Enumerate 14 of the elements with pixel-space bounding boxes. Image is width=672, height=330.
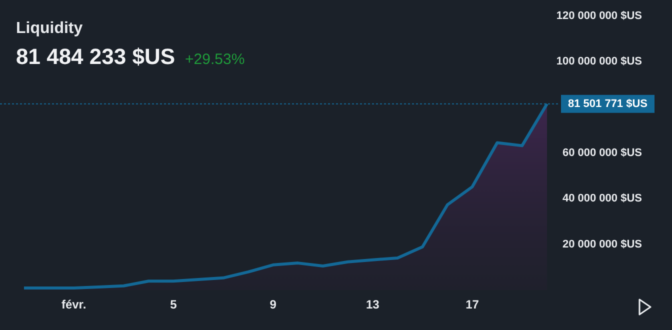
y-tick-label: 40 000 000 $US — [562, 192, 642, 205]
y-tick-label: 60 000 000 $US — [562, 147, 642, 160]
chart-title: Liquidity — [16, 20, 83, 38]
text: 81 484 233 $US — [16, 44, 176, 69]
y-tick-label: 100 000 000 $US — [556, 56, 642, 68]
x-tick-label: févr. — [61, 298, 86, 312]
x-tick-label: 13 — [366, 298, 380, 312]
ref-line-label: 81 501 771 $US — [568, 98, 648, 110]
x-tick-label: 5 — [170, 298, 178, 312]
x-tick-label: 17 — [466, 298, 480, 312]
x-tick-label: 9 — [270, 298, 277, 312]
y-tick-label: 120 000 000 $US — [556, 10, 642, 22]
y-tick-label: 20 000 000 $US — [562, 238, 642, 250]
annotation: +29.53% — [185, 51, 245, 68]
